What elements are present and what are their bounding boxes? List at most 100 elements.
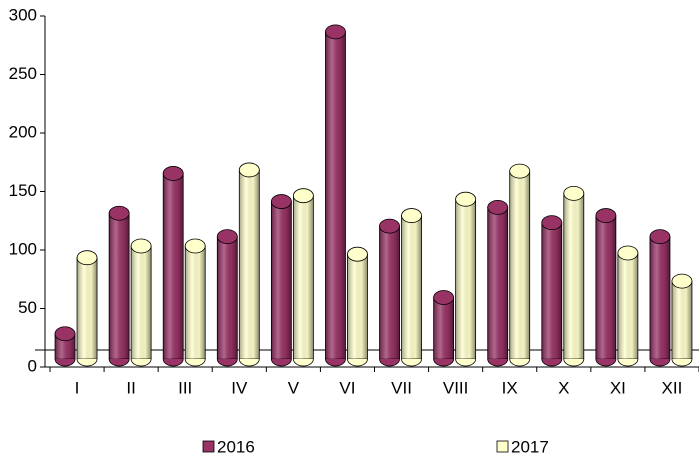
cylinder-shade — [487, 207, 508, 359]
cylinder-base — [563, 358, 585, 367]
cylinder — [76, 250, 98, 367]
cylinder-top — [216, 229, 238, 245]
cylinder-shade — [433, 297, 454, 359]
cylinder-shade — [563, 193, 584, 359]
cylinder-shade — [541, 222, 562, 359]
cylinder-shade — [163, 173, 184, 359]
cylinder-base — [595, 358, 617, 367]
cylinder-base — [347, 358, 368, 367]
cylinder-top — [108, 205, 130, 221]
cylinder-shade — [671, 281, 692, 359]
cylinder — [487, 199, 509, 367]
legend-swatch — [202, 440, 215, 453]
cylinder — [455, 191, 477, 367]
cylinder-base — [270, 358, 292, 367]
cylinder-top — [270, 194, 292, 209]
cylinder-base — [509, 358, 531, 367]
cylinder-shade — [347, 254, 368, 359]
cylinder — [401, 208, 422, 367]
cylinder — [649, 229, 671, 367]
cylinder-base — [162, 358, 184, 367]
cylinder-top — [541, 215, 563, 231]
cylinder — [563, 185, 585, 367]
cylinder-top — [401, 208, 422, 223]
cylinder-base — [292, 358, 314, 367]
cylinder-top — [184, 238, 206, 254]
cylinder — [509, 163, 531, 367]
cylinder — [347, 246, 368, 367]
cylinder-base — [617, 358, 639, 367]
cylinder — [433, 290, 455, 367]
cylinder-shade — [271, 201, 292, 359]
cylinder-top — [649, 229, 671, 245]
y-tick-label: 250 — [9, 64, 37, 83]
cylinder — [108, 205, 130, 367]
cylinder — [617, 245, 639, 367]
y-tick-label: 150 — [9, 181, 37, 200]
cylinder-shade — [217, 236, 238, 359]
cylinder-base — [433, 358, 455, 367]
cylinder-top — [347, 246, 368, 262]
cylinder — [216, 229, 238, 367]
cylinder-base — [379, 358, 400, 367]
y-tick-label: 100 — [9, 239, 37, 258]
cylinder-shade — [131, 246, 152, 359]
cylinder-top — [325, 24, 346, 40]
cylinder-top — [563, 185, 585, 201]
cylinder-shade — [325, 31, 346, 359]
x-tick-label: III — [178, 378, 192, 397]
cylinder-base — [649, 358, 671, 367]
x-tick-label: XI — [610, 378, 626, 397]
cylinder-shade — [649, 236, 670, 359]
cylinder-shade — [455, 199, 476, 359]
cylinder-shade — [401, 215, 422, 359]
x-tick-label: V — [288, 378, 300, 397]
cylinder — [238, 162, 260, 367]
x-tick-label: VIII — [443, 378, 469, 397]
cylinder — [270, 194, 292, 367]
cylinder-top — [455, 191, 477, 207]
cylinder-base — [108, 358, 130, 367]
cylinder — [379, 218, 400, 367]
cylinder-base — [76, 358, 98, 367]
cylinder-top — [379, 218, 400, 234]
cylinder-base — [54, 358, 76, 367]
cylinder-base — [455, 358, 477, 367]
cylinder-base — [541, 358, 563, 367]
cylinder-shade — [617, 253, 638, 359]
cylinder — [671, 273, 693, 367]
legend-label: 2017 — [511, 437, 549, 456]
cylinder-top — [292, 188, 314, 204]
cylinder — [130, 238, 152, 367]
cylinder-shade — [509, 171, 530, 359]
cylinder-base — [487, 358, 509, 367]
y-tick-label: 200 — [9, 122, 37, 141]
cylinder-shade — [379, 226, 400, 359]
x-tick-label: VI — [339, 378, 355, 397]
cylinder-top — [54, 326, 76, 342]
cylinder-top — [671, 273, 693, 289]
cylinder — [595, 208, 617, 367]
cylinder-shade — [77, 257, 98, 359]
cylinder-base — [325, 358, 346, 367]
x-tick-label: I — [75, 378, 80, 397]
cylinder-top — [487, 199, 509, 215]
cylinder-top — [617, 245, 639, 261]
cylinder-top — [433, 290, 455, 305]
cylinder-shade — [185, 246, 206, 359]
y-tick-label: 0 — [28, 356, 37, 375]
cylinder-base — [401, 358, 422, 367]
legend-label: 2016 — [217, 437, 255, 456]
x-tick-label: X — [558, 378, 569, 397]
cylinder-base — [671, 358, 693, 367]
cylinder-top — [162, 166, 184, 181]
x-tick-label: IV — [231, 378, 248, 397]
cylinder-top — [509, 163, 531, 179]
x-tick-label: XII — [662, 378, 683, 397]
cylinder-top — [130, 238, 152, 254]
cylinder-shade — [595, 215, 616, 359]
cylinder — [325, 24, 346, 367]
cylinder-shade — [293, 195, 314, 359]
cylinder-top — [238, 162, 260, 178]
